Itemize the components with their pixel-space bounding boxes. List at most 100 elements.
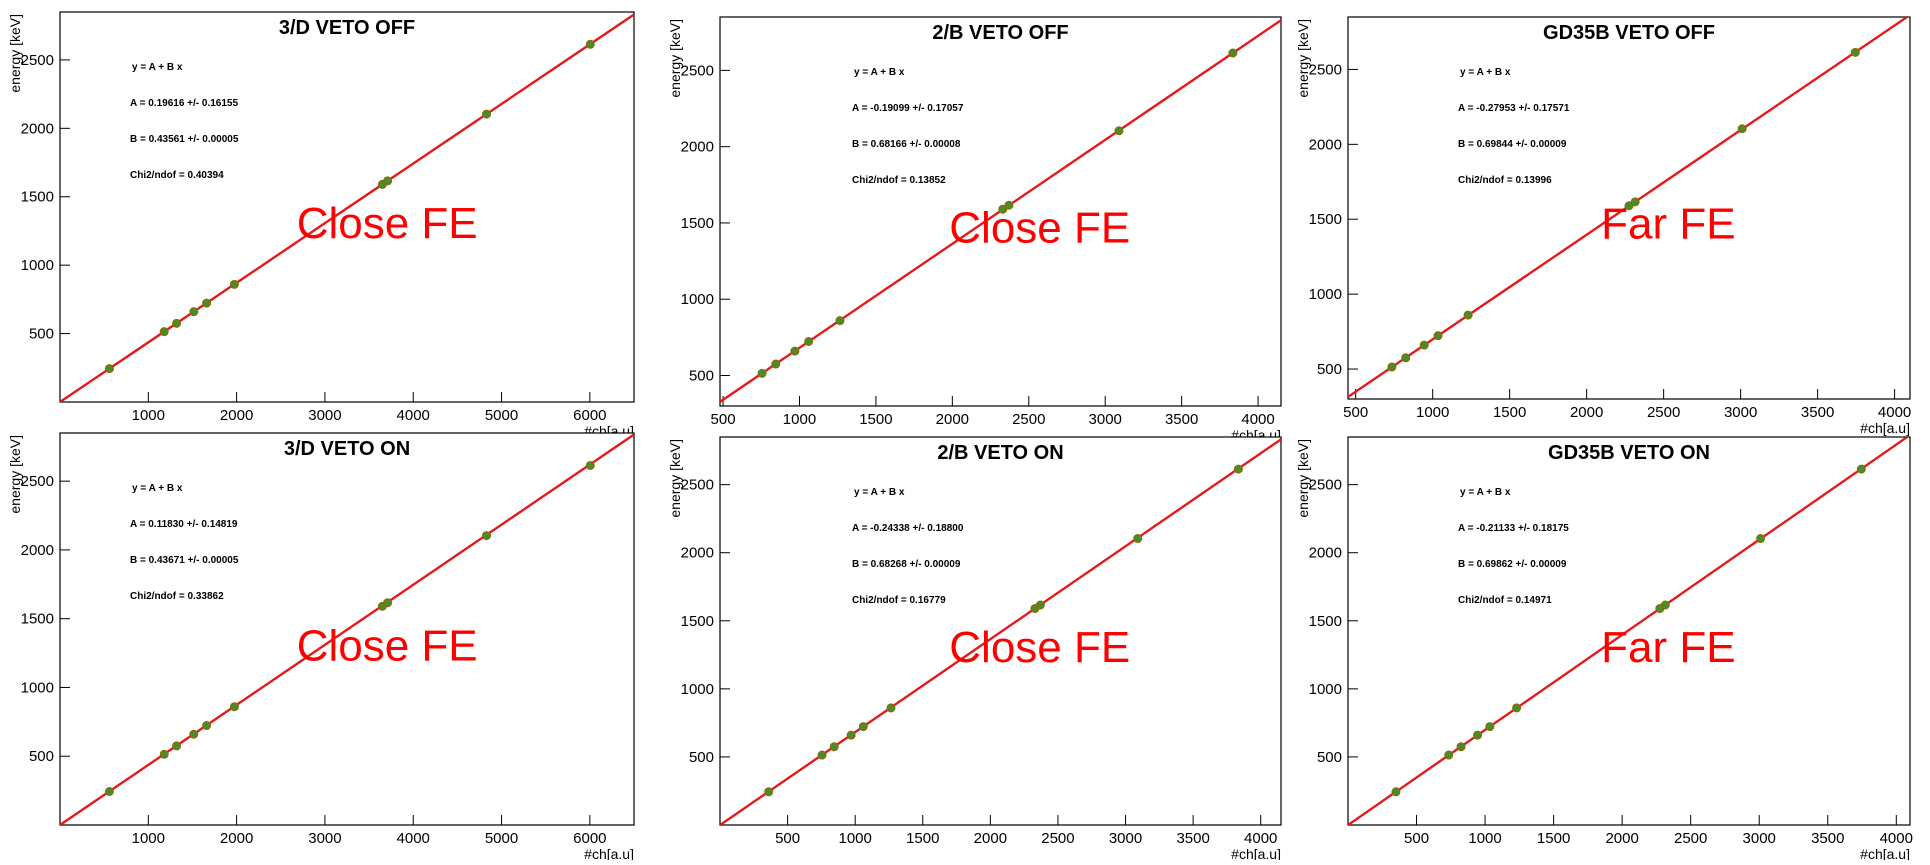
fit-parameter: B = 0.43561 +/- 0.00005 bbox=[130, 134, 239, 145]
data-point bbox=[585, 39, 595, 49]
x-tick-label: 2000 bbox=[220, 830, 253, 847]
frontend-label: Close FE bbox=[949, 204, 1130, 253]
y-tick-label: 500 bbox=[689, 367, 714, 384]
x-tick-label: 2500 bbox=[1647, 404, 1680, 421]
x-tick-label: 6000 bbox=[573, 830, 606, 847]
data-point bbox=[1433, 331, 1443, 341]
y-tick-label: 1000 bbox=[681, 291, 714, 308]
x-tick-label: 3500 bbox=[1801, 404, 1834, 421]
data-point bbox=[189, 307, 199, 317]
data-point bbox=[1756, 534, 1766, 544]
plot-title: GD35B VETO ON bbox=[1548, 442, 1710, 464]
data-point bbox=[1233, 464, 1243, 474]
y-tick-label: 2500 bbox=[21, 52, 54, 69]
y-axis-title: energy [keV] bbox=[1295, 439, 1311, 518]
y-axis-title: energy [keV] bbox=[1295, 19, 1311, 98]
fit-formula: y = A + B x bbox=[1460, 67, 1511, 78]
data-point bbox=[172, 741, 182, 751]
x-tick-label: 5000 bbox=[485, 407, 518, 424]
data-point bbox=[383, 598, 393, 608]
fit-parameter: B = 0.69844 +/- 0.00009 bbox=[1458, 139, 1567, 150]
data-point bbox=[1485, 722, 1495, 732]
fit-parameter: A = -0.24338 +/- 0.18800 bbox=[852, 523, 964, 534]
x-tick-label: 2500 bbox=[1674, 830, 1707, 847]
x-tick-label: 3000 bbox=[308, 407, 341, 424]
y-tick-label: 2000 bbox=[21, 542, 54, 559]
data-point bbox=[1473, 730, 1483, 740]
x-tick-label: 5000 bbox=[485, 830, 518, 847]
y-tick-label: 2500 bbox=[681, 477, 714, 494]
fit-parameter: Chi2/ndof = 0.33862 bbox=[130, 591, 224, 602]
y-tick-label: 1000 bbox=[681, 681, 714, 698]
frontend-label: Far FE bbox=[1601, 200, 1735, 249]
x-tick-label: 1000 bbox=[1416, 404, 1449, 421]
x-tick-label: 2000 bbox=[1605, 830, 1638, 847]
x-tick-label: 4000 bbox=[1244, 830, 1277, 847]
x-tick-label: 1000 bbox=[838, 830, 871, 847]
data-point bbox=[764, 787, 774, 797]
data-point bbox=[229, 702, 239, 712]
y-tick-label: 2000 bbox=[1309, 545, 1342, 562]
frontend-label: Far FE bbox=[1601, 623, 1735, 672]
y-tick-label: 500 bbox=[1317, 749, 1342, 766]
x-tick-label: 3000 bbox=[308, 830, 341, 847]
data-point bbox=[482, 531, 492, 541]
fit-parameter: Chi2/ndof = 0.16779 bbox=[852, 595, 946, 606]
panel-3D-veto-on: 1000 2000 3000 4000 5000 6000 500 1000 1500 2000 2… bbox=[7, 432, 635, 862]
x-tick-label: 3500 bbox=[1176, 830, 1209, 847]
x-tick-label: 3000 bbox=[1743, 830, 1776, 847]
x-tick-label: 4000 bbox=[1880, 830, 1913, 847]
data-point bbox=[585, 460, 595, 470]
data-point bbox=[1456, 742, 1466, 752]
y-axis-title: energy [keV] bbox=[7, 14, 23, 93]
x-axis-title: #ch[a.u] bbox=[1860, 846, 1910, 860]
x-tick-label: 1000 bbox=[783, 411, 816, 428]
fit-formula: y = A + B x bbox=[132, 62, 183, 73]
x-tick-label: 1500 bbox=[1537, 830, 1570, 847]
x-tick-label: 500 bbox=[1343, 404, 1368, 421]
y-tick-label: 1000 bbox=[1309, 681, 1342, 698]
x-tick-label: 1000 bbox=[132, 407, 165, 424]
panel-2B-veto-on: 500 1000 1500 2000 2500 3000 3500 4000 500 1000 15… bbox=[667, 436, 1282, 862]
y-tick-label: 2500 bbox=[1309, 61, 1342, 78]
fit-parameter: A = -0.19099 +/- 0.17057 bbox=[852, 103, 964, 114]
fit-parameter: B = 0.69862 +/- 0.00009 bbox=[1458, 559, 1567, 570]
y-tick-label: 1500 bbox=[21, 611, 54, 628]
x-tick-label: 4000 bbox=[1878, 404, 1911, 421]
x-axis-title: #ch[a.u] bbox=[1231, 846, 1281, 860]
plot-title: 3/D VETO ON bbox=[284, 438, 410, 460]
x-tick-label: 3000 bbox=[1089, 411, 1122, 428]
frontend-label: Close FE bbox=[297, 621, 478, 670]
data-point bbox=[829, 742, 839, 752]
data-point bbox=[817, 750, 827, 760]
fit-formula: y = A + B x bbox=[1460, 487, 1511, 498]
y-tick-label: 2000 bbox=[21, 120, 54, 137]
data-point bbox=[1133, 534, 1143, 544]
x-tick-label: 3500 bbox=[1165, 411, 1198, 428]
data-point bbox=[771, 359, 781, 369]
fit-formula: y = A + B x bbox=[854, 487, 905, 498]
x-tick-label: 4000 bbox=[397, 830, 430, 847]
data-point bbox=[1850, 47, 1860, 57]
fit-parameter: A = 0.19616 +/- 0.16155 bbox=[130, 98, 238, 109]
y-tick-label: 2000 bbox=[681, 545, 714, 562]
y-tick-label: 500 bbox=[689, 749, 714, 766]
x-tick-label: 2500 bbox=[1012, 411, 1045, 428]
y-tick-label: 500 bbox=[29, 748, 54, 765]
frontend-label: Close FE bbox=[297, 199, 478, 248]
y-tick-label: 1000 bbox=[21, 679, 54, 696]
x-tick-label: 2000 bbox=[936, 411, 969, 428]
y-tick-label: 2500 bbox=[681, 62, 714, 79]
x-axis-title: #ch[a.u] bbox=[1860, 420, 1910, 436]
plot-title: 2/B VETO ON bbox=[937, 442, 1063, 464]
fit-parameter: A = -0.27953 +/- 0.17571 bbox=[1458, 103, 1570, 114]
fit-line bbox=[60, 433, 634, 825]
y-tick-label: 2000 bbox=[681, 139, 714, 156]
fit-line bbox=[1348, 437, 1910, 825]
y-tick-label: 1500 bbox=[1309, 613, 1342, 630]
x-tick-label: 1000 bbox=[1468, 830, 1501, 847]
data-point bbox=[172, 318, 182, 328]
data-point bbox=[790, 346, 800, 356]
panel-GD35B-veto-on: 500 1000 1500 2000 2500 3000 3500 4000 500 1000 15… bbox=[1295, 436, 1913, 862]
fit-parameter: B = 0.43671 +/- 0.00005 bbox=[130, 555, 239, 566]
